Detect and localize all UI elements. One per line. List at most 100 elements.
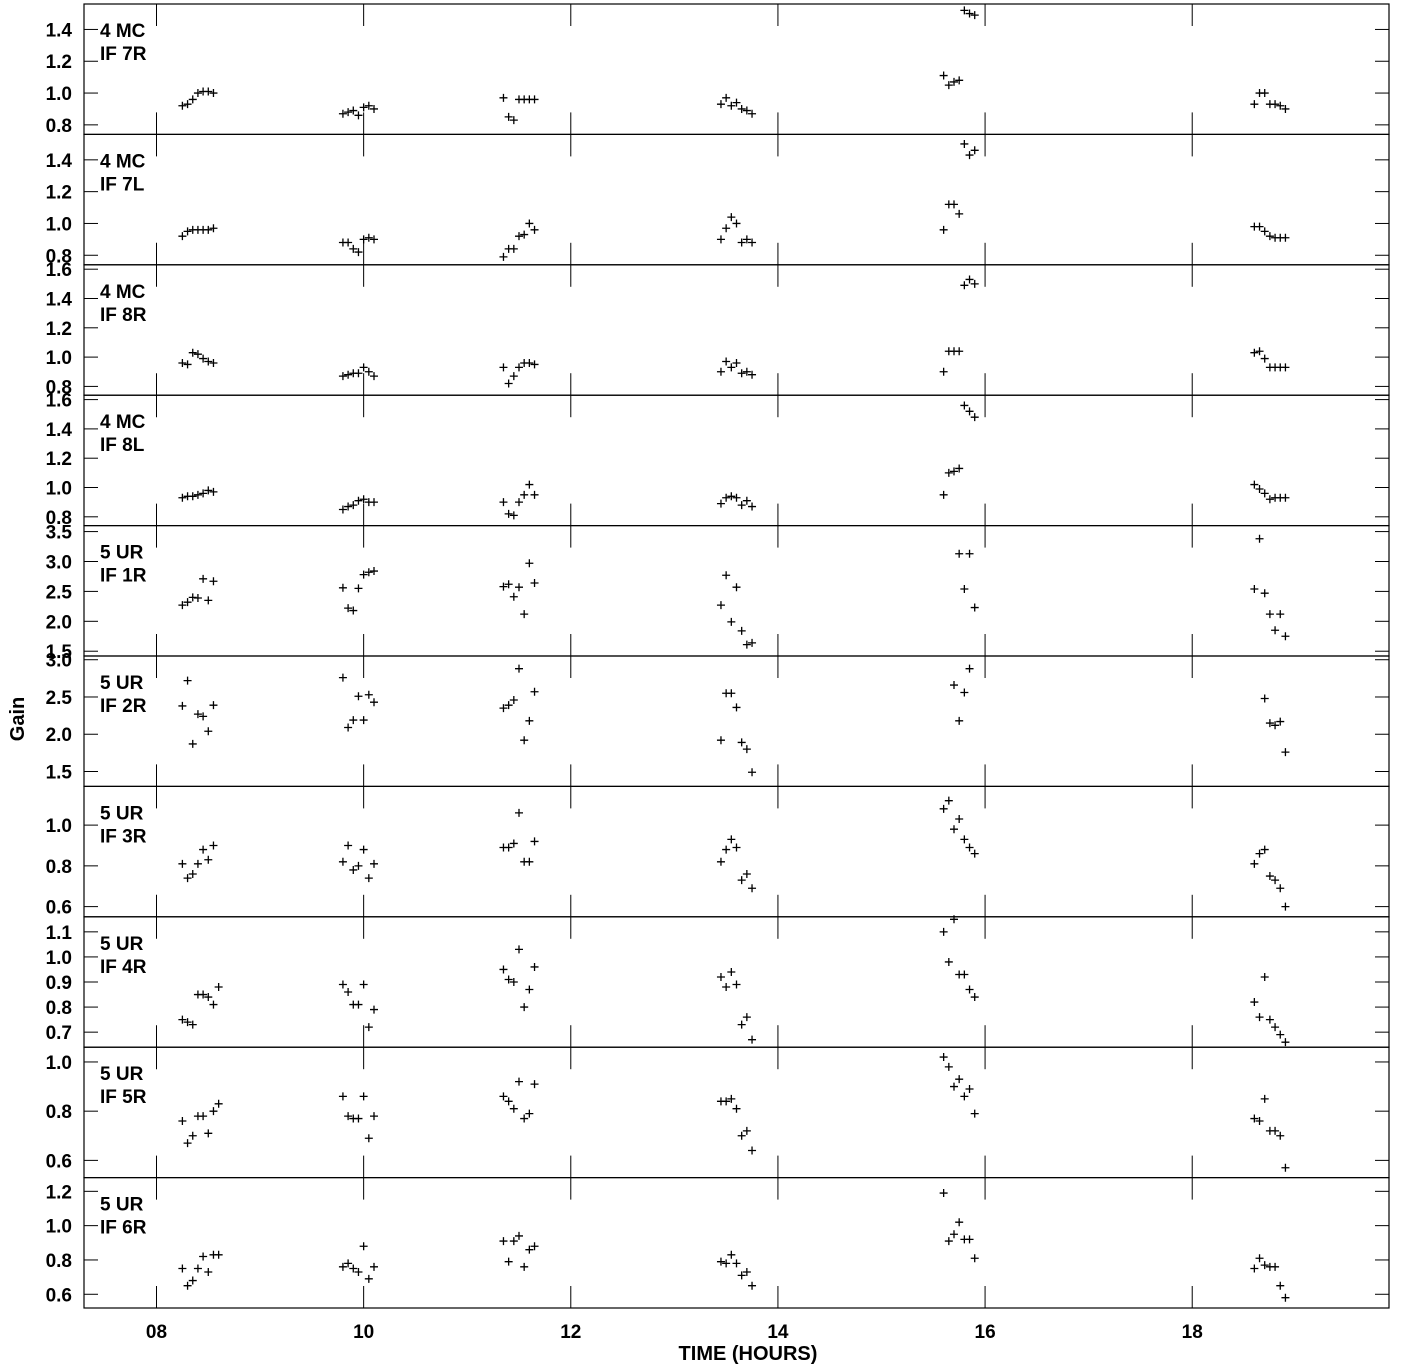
data-point xyxy=(727,1250,736,1259)
panel-label-if: IF 8L xyxy=(100,435,145,456)
data-point xyxy=(178,1015,187,1024)
data-point xyxy=(183,1018,192,1027)
y-tick-label: 1.2 xyxy=(46,449,72,470)
data-point xyxy=(199,574,208,583)
data-point xyxy=(960,1092,969,1101)
x-tick-label: 16 xyxy=(975,1322,996,1343)
data-point xyxy=(1265,495,1274,504)
data-point xyxy=(525,219,534,228)
data-point xyxy=(950,1082,958,1091)
data-point xyxy=(950,467,958,476)
data-point xyxy=(364,1023,373,1032)
data-point xyxy=(193,710,202,719)
data-point xyxy=(737,369,746,378)
y-tick-label: 3.5 xyxy=(46,523,73,544)
data-point xyxy=(515,583,523,592)
panel-label-if: IF 3R xyxy=(100,826,147,847)
data-point xyxy=(716,736,725,745)
data-point xyxy=(183,1139,192,1148)
data-point xyxy=(344,502,353,511)
data-point xyxy=(204,225,213,234)
data-point xyxy=(970,279,979,288)
data-point xyxy=(209,1000,218,1009)
data-point xyxy=(960,688,969,697)
data-point xyxy=(204,1129,213,1138)
data-point xyxy=(515,1077,523,1086)
data-point xyxy=(344,988,353,997)
data-point xyxy=(727,967,736,976)
data-point xyxy=(965,843,974,852)
data-point xyxy=(193,859,202,868)
data-point xyxy=(370,372,378,381)
data-point xyxy=(204,596,213,605)
data-point xyxy=(727,213,736,222)
data-point xyxy=(748,1281,757,1290)
data-point xyxy=(960,139,969,148)
data-point xyxy=(178,1264,187,1273)
data-point xyxy=(970,413,979,422)
data-point xyxy=(338,505,347,514)
data-point xyxy=(965,151,974,160)
y-tick-label: 2.0 xyxy=(46,725,72,746)
data-point xyxy=(525,985,534,994)
data-point xyxy=(939,71,948,80)
y-tick-label: 1.5 xyxy=(46,642,73,663)
data-point xyxy=(530,1242,539,1251)
data-point xyxy=(209,224,218,233)
data-point xyxy=(209,841,218,850)
data-point xyxy=(530,579,539,588)
x-tick-label: 12 xyxy=(560,1322,581,1343)
y-tick-label: 0.8 xyxy=(46,377,72,398)
data-point xyxy=(727,363,736,372)
y-tick-label: 1.2 xyxy=(46,319,72,340)
panel-label-antenna: 5 UR xyxy=(100,673,144,694)
data-point xyxy=(178,859,187,868)
data-point xyxy=(509,839,518,848)
data-point xyxy=(499,582,508,591)
data-point xyxy=(359,980,368,989)
data-point xyxy=(722,983,731,992)
data-point xyxy=(188,95,197,104)
data-point xyxy=(204,1267,213,1276)
data-point xyxy=(748,638,757,647)
data-point xyxy=(742,367,751,376)
panel-frame xyxy=(83,264,1390,396)
data-point xyxy=(939,225,948,234)
data-point xyxy=(939,1053,948,1062)
data-point xyxy=(364,233,373,242)
data-point xyxy=(970,993,979,1002)
data-point xyxy=(732,1104,741,1113)
data-point xyxy=(349,606,358,615)
data-point xyxy=(530,490,539,499)
data-point xyxy=(183,227,192,236)
data-point xyxy=(359,363,368,372)
data-point xyxy=(188,348,197,357)
data-point xyxy=(354,1000,363,1009)
data-point xyxy=(1276,610,1285,619)
data-point xyxy=(530,837,539,846)
panel-label-antenna: 4 MC xyxy=(100,21,146,42)
data-point xyxy=(370,498,378,507)
data-point xyxy=(939,804,948,813)
panel-label-antenna: 4 MC xyxy=(100,412,146,433)
data-point xyxy=(504,1097,513,1106)
data-point xyxy=(338,673,347,682)
data-point xyxy=(354,248,363,257)
data-point xyxy=(199,990,208,999)
data-point xyxy=(944,468,953,477)
y-tick-label: 1.4 xyxy=(46,151,73,172)
data-point xyxy=(1255,347,1264,356)
data-point xyxy=(960,401,969,410)
y-tick-label: 1.2 xyxy=(46,52,72,73)
data-point xyxy=(530,962,539,971)
data-point xyxy=(338,980,347,989)
panel-frame xyxy=(83,394,1390,527)
data-point xyxy=(515,363,523,372)
data-point xyxy=(716,972,725,981)
data-point xyxy=(1260,489,1269,498)
data-point xyxy=(1255,849,1264,858)
y-tick-label: 1.4 xyxy=(46,20,73,41)
data-point xyxy=(722,571,731,580)
